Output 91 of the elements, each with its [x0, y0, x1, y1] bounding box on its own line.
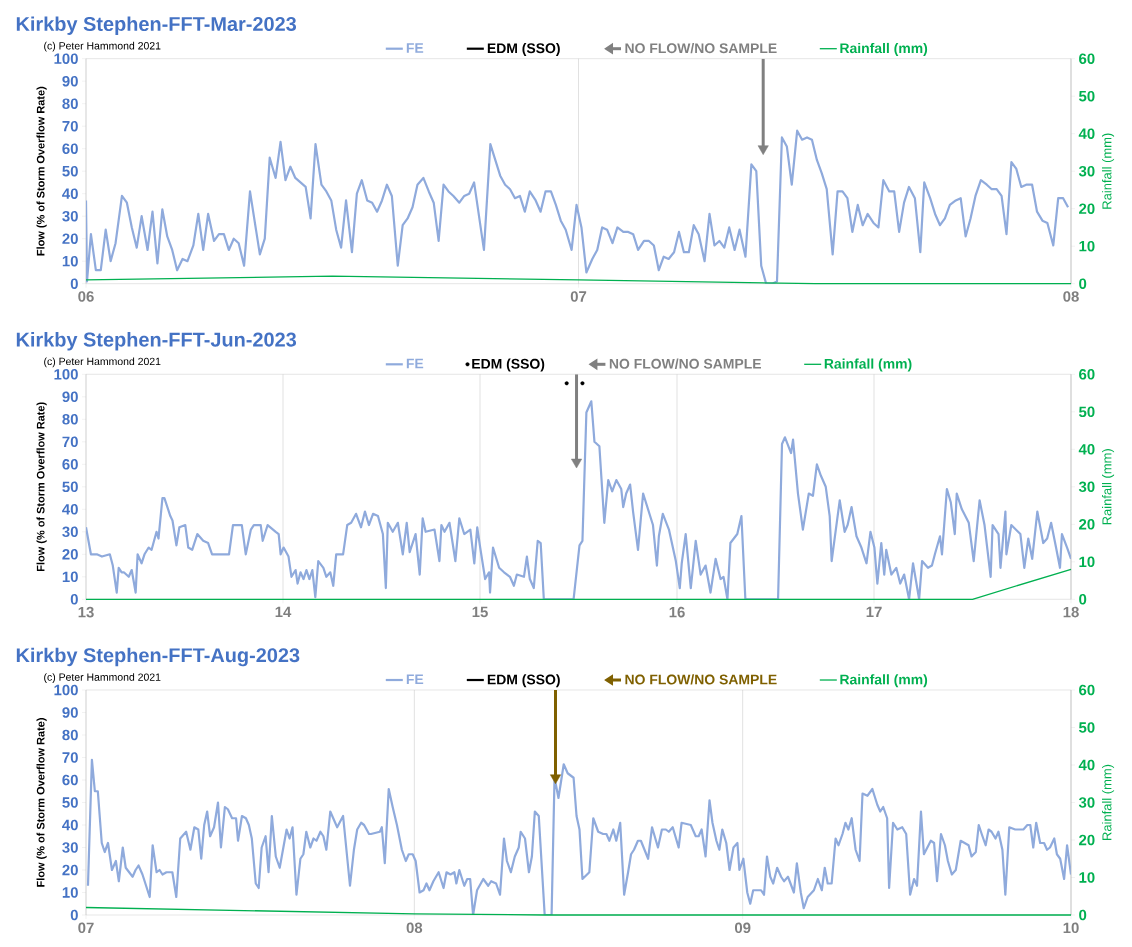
legend-label: FE: [406, 358, 424, 369]
y-tick-label: 90: [62, 707, 78, 718]
y2-axis-title: Rainfall (mm): [1101, 764, 1115, 840]
y2-tick-label: 30: [1078, 165, 1095, 177]
y2-tick-label: 60: [1079, 684, 1095, 696]
y-tick-label: 50: [62, 481, 78, 493]
chart-title: Kirkby Stephen-FFT-Mar-2023: [16, 16, 297, 35]
y-tick-label: 30: [62, 210, 78, 222]
chart-title: Kirkby Stephen-FFT-Aug-2023: [16, 647, 300, 667]
y2-tick-label: 60: [1079, 53, 1095, 64]
x-tick-label: 16: [669, 606, 685, 618]
x-tick-label: 06: [78, 291, 94, 302]
legend-label: EDM (SSO): [487, 674, 560, 688]
y-tick-label: 0: [70, 278, 78, 289]
y-tick-label: 0: [70, 909, 78, 921]
y-tick-label: 60: [62, 143, 78, 154]
legend-label: FE: [406, 43, 424, 53]
x-tick-label: 10: [1063, 922, 1079, 934]
legend-label: EDM (SSO): [472, 358, 545, 372]
y-tick-label: 0: [70, 594, 78, 605]
y-tick-label: 20: [62, 864, 78, 876]
y2-tick-label: 0: [1079, 278, 1087, 289]
y-tick-label: 10: [62, 255, 78, 267]
y-tick-label: 50: [62, 165, 78, 177]
y-tick-label: 100: [54, 53, 78, 64]
y2-tick-label: 40: [1078, 759, 1095, 771]
y-tick-label: 70: [62, 120, 78, 132]
y2-tick-label: 50: [1078, 406, 1095, 418]
y2-tick-label: 0: [1079, 909, 1087, 921]
y-tick-label: 10: [62, 887, 78, 898]
y-axis-title: Flow (% of Storm Overflow Rate): [36, 402, 47, 571]
legend-label: NO FLOW/NO SAMPLE: [609, 358, 762, 369]
y2-tick-label: 60: [1079, 369, 1095, 380]
x-tick-label: 13: [78, 606, 94, 618]
text: (c) Peter Hammond 2021: [44, 673, 161, 683]
y-tick-label: 50: [62, 797, 78, 808]
text: (c) Peter Hammond 2021: [44, 357, 161, 368]
legend-label: FE: [406, 674, 424, 685]
x-tick-label: 14: [275, 606, 292, 618]
y-tick-label: 90: [62, 391, 78, 403]
y-tick-label: 80: [62, 414, 78, 425]
text: (c) Peter Hammond 2021: [44, 41, 161, 52]
y2-tick-label: 20: [1079, 519, 1095, 530]
y-tick-label: 60: [62, 459, 78, 470]
y-tick-label: 90: [62, 75, 78, 87]
y-tick-label: 60: [62, 774, 78, 786]
y-tick-label: 10: [62, 571, 78, 583]
y2-tick-label: 30: [1078, 797, 1095, 808]
legend-label: Rainfall (mm): [840, 42, 928, 56]
y-tick-label: 100: [54, 684, 78, 696]
y2-tick-label: 20: [1079, 834, 1095, 846]
y2-tick-label: 50: [1078, 722, 1095, 733]
y-tick-label: 40: [62, 188, 78, 199]
y2-tick-label: 10: [1079, 240, 1095, 252]
x-tick-label: 07: [570, 291, 587, 302]
y2-tick-label: 30: [1078, 481, 1095, 493]
legend-label: Rainfall (mm): [840, 674, 928, 688]
y2-tick-label: 10: [1079, 872, 1095, 883]
y-tick-label: 30: [62, 842, 78, 853]
y2-axis-title: Rainfall (mm): [1101, 449, 1115, 525]
y-tick-label: 100: [54, 369, 78, 380]
y-tick-label: 70: [62, 752, 78, 763]
y-tick-label: 20: [62, 549, 78, 560]
y2-axis-title: Rainfall (mm): [1101, 133, 1115, 209]
y-axis-title: Flow (% of Storm Overflow Rate): [36, 718, 47, 887]
y-tick-label: 20: [62, 233, 78, 244]
x-tick-label: 08: [406, 922, 423, 934]
legend-label: Rainfall (mm): [824, 358, 912, 372]
y2-tick-label: 10: [1079, 556, 1095, 568]
x-tick-label: 18: [1063, 606, 1079, 618]
y-axis-title: Flow (% of Storm Overflow Rate): [36, 86, 47, 256]
y2-tick-label: 40: [1078, 128, 1095, 139]
y-tick-label: 40: [62, 819, 78, 831]
y2-tick-label: 50: [1078, 90, 1095, 102]
legend-label: NO FLOW/NO SAMPLE: [625, 674, 777, 685]
x-tick-label: 08: [1063, 291, 1079, 302]
y-tick-label: 30: [62, 526, 78, 538]
x-tick-label: 17: [866, 606, 882, 618]
chart-title: Kirkby Stephen-FFT-Jun-2023: [16, 332, 297, 351]
legend-label: EDM (SSO): [487, 42, 560, 56]
x-tick-label: 15: [472, 606, 488, 618]
legend-label: NO FLOW/NO SAMPLE: [625, 42, 777, 54]
y2-tick-label: 20: [1079, 203, 1095, 214]
x-tick-label: 07: [78, 922, 94, 934]
y2-tick-label: 40: [1078, 444, 1095, 455]
y-tick-label: 80: [62, 98, 78, 109]
y-tick-label: 40: [62, 504, 78, 515]
y2-tick-label: 0: [1079, 594, 1087, 605]
x-tick-label: 09: [734, 922, 751, 934]
y-tick-label: 70: [62, 436, 78, 448]
y-tick-label: 80: [62, 729, 78, 741]
